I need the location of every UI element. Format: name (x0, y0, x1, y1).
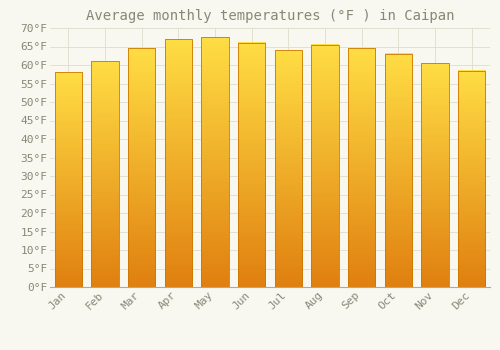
Bar (384, 54, 412, 287)
Bar (201, 37, 229, 287)
Bar (128, 48, 156, 287)
Title: Average monthly temperatures (°F ) in Caipan: Average monthly temperatures (°F ) in Ca… (86, 9, 454, 23)
Bar (164, 39, 192, 287)
Bar (238, 43, 266, 287)
Bar (421, 63, 448, 287)
Bar (54, 72, 82, 287)
Bar (274, 50, 302, 287)
Bar (458, 71, 485, 287)
Bar (91, 61, 119, 287)
Bar (311, 45, 339, 287)
Bar (348, 48, 376, 287)
